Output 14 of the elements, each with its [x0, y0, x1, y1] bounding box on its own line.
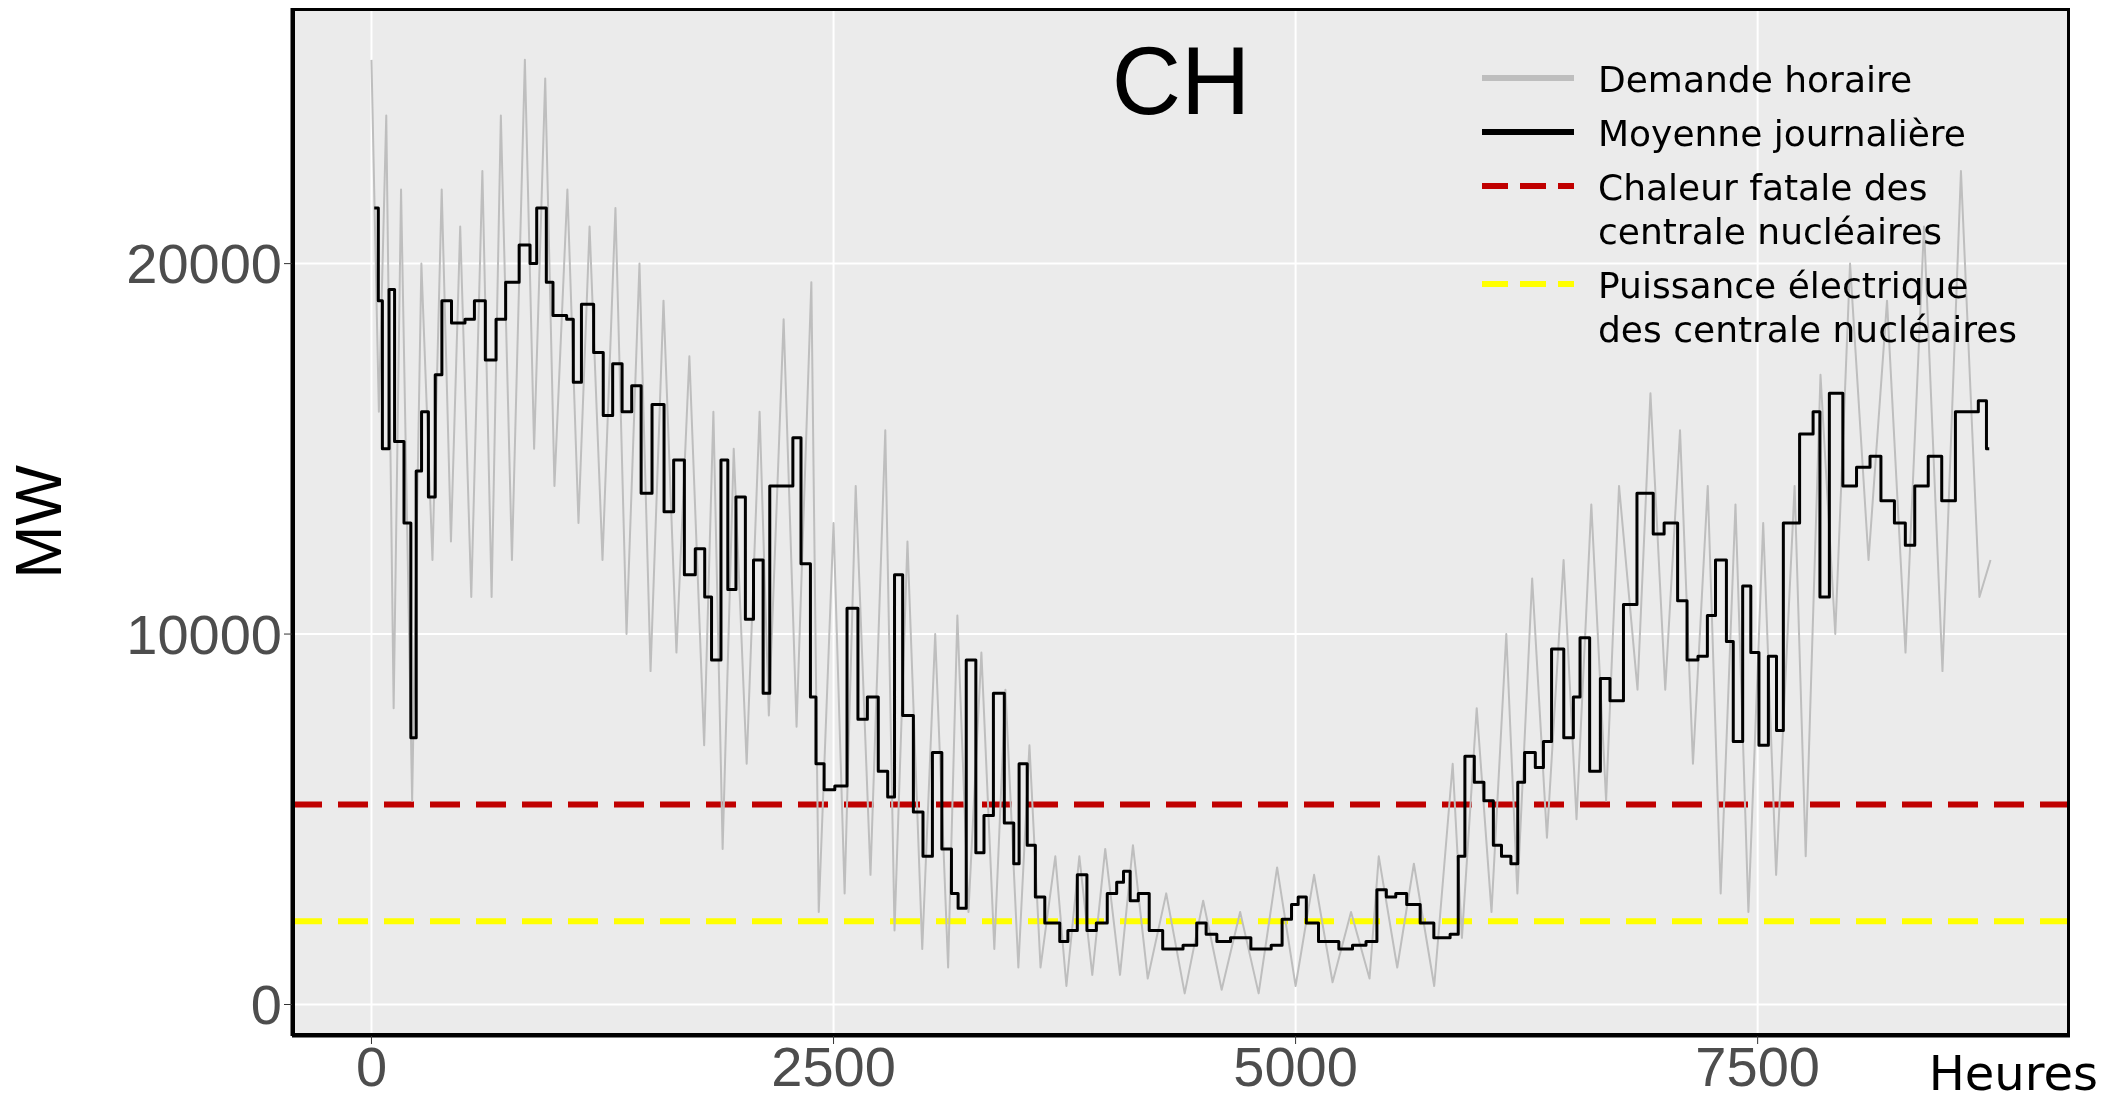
x-tick-label: 2500 — [771, 1034, 896, 1098]
legend-label: Chaleur fatale des centrale nucléaires — [1598, 166, 1943, 254]
legend-label: Puissance électrique des centrale nucléaires — [1598, 264, 2018, 352]
y-axis-title: MW — [2, 464, 75, 579]
legend-label: Demande horaire — [1598, 58, 1913, 102]
y-tick-label: 20000 — [126, 232, 282, 296]
legend-label: Moyenne journalière — [1598, 112, 1966, 156]
x-tick-label: 0 — [355, 1034, 388, 1098]
y-tick-label: 0 — [250, 973, 282, 1037]
chart-title: CH — [1111, 27, 1251, 134]
x-tick-label: 7500 — [1695, 1034, 1820, 1098]
y-tick-label: 10000 — [126, 602, 282, 666]
x-tick-label: 5000 — [1233, 1034, 1358, 1098]
x-axis-title: Heures — [1928, 1045, 2098, 1101]
